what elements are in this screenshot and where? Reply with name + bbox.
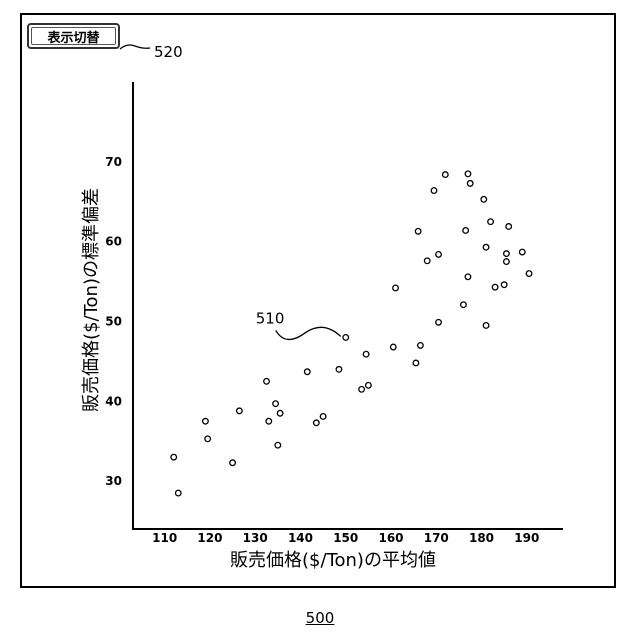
data-point: [237, 408, 243, 414]
data-point: [304, 369, 310, 375]
data-point: [504, 259, 510, 265]
data-point: [488, 219, 494, 225]
y-tick-labels: 30 40 50 60 70: [105, 155, 122, 488]
highlight-ref-label: 510: [256, 309, 285, 327]
x-tick-label: 150: [333, 531, 358, 545]
data-point: [203, 418, 209, 424]
data-point: [443, 172, 449, 178]
data-point: [415, 228, 421, 234]
x-tick-label: 120: [197, 531, 222, 545]
data-point: [359, 387, 365, 393]
y-tick-label: 50: [105, 314, 122, 328]
data-point: [343, 335, 349, 341]
y-tick-label: 40: [105, 394, 122, 408]
toggle-ref-label: 520: [154, 43, 183, 61]
y-tick-label: 60: [105, 235, 122, 249]
data-point: [390, 344, 396, 350]
data-point: [492, 284, 498, 290]
data-point: [465, 274, 471, 280]
data-point: [314, 420, 320, 426]
data-point: [461, 302, 467, 308]
data-point: [230, 460, 236, 466]
data-point: [483, 244, 489, 250]
y-axis-title: 販売価格($/Ton)の標準偏差: [81, 188, 102, 412]
figure-number: 500: [0, 609, 640, 627]
data-point: [424, 258, 430, 264]
data-point: [467, 181, 473, 187]
data-point: [171, 454, 177, 460]
data-point: [175, 490, 181, 496]
data-point: [277, 410, 283, 416]
data-point: [436, 252, 442, 258]
data-point: [519, 249, 525, 255]
x-tick-label: 110: [152, 531, 177, 545]
toggle-ref-leader: [120, 45, 150, 49]
data-point: [501, 282, 507, 288]
y-tick-label: 70: [105, 155, 122, 169]
data-point: [275, 442, 281, 448]
data-point: [436, 319, 442, 325]
data-point: [266, 418, 272, 424]
data-point: [465, 171, 471, 177]
data-point: [506, 224, 512, 230]
data-point: [431, 188, 437, 194]
data-point: [481, 197, 487, 203]
data-point: [483, 323, 489, 329]
x-axis-title: 販売価格($/Ton)の平均値: [230, 550, 436, 571]
x-tick-labels: 110 120 130 140 150 160 170 180 190: [152, 531, 539, 545]
data-point: [526, 271, 532, 277]
data-point: [413, 360, 419, 366]
x-tick-label: 170: [424, 531, 449, 545]
data-point: [393, 285, 399, 291]
data-points: [171, 171, 532, 496]
x-tick-label: 180: [469, 531, 494, 545]
x-tick-label: 160: [378, 531, 403, 545]
data-point: [320, 414, 326, 420]
data-point: [363, 351, 369, 357]
highlight-ref-leader: [276, 327, 341, 339]
data-point: [205, 436, 211, 442]
data-point: [336, 367, 342, 373]
data-point: [264, 379, 270, 385]
x-tick-label: 190: [514, 531, 539, 545]
data-point: [418, 343, 424, 349]
data-point: [366, 383, 372, 389]
data-point: [273, 401, 279, 407]
data-point: [504, 251, 510, 257]
x-tick-label: 130: [243, 531, 268, 545]
data-point: [463, 228, 469, 234]
x-tick-label: 140: [288, 531, 313, 545]
y-tick-label: 30: [105, 474, 122, 488]
